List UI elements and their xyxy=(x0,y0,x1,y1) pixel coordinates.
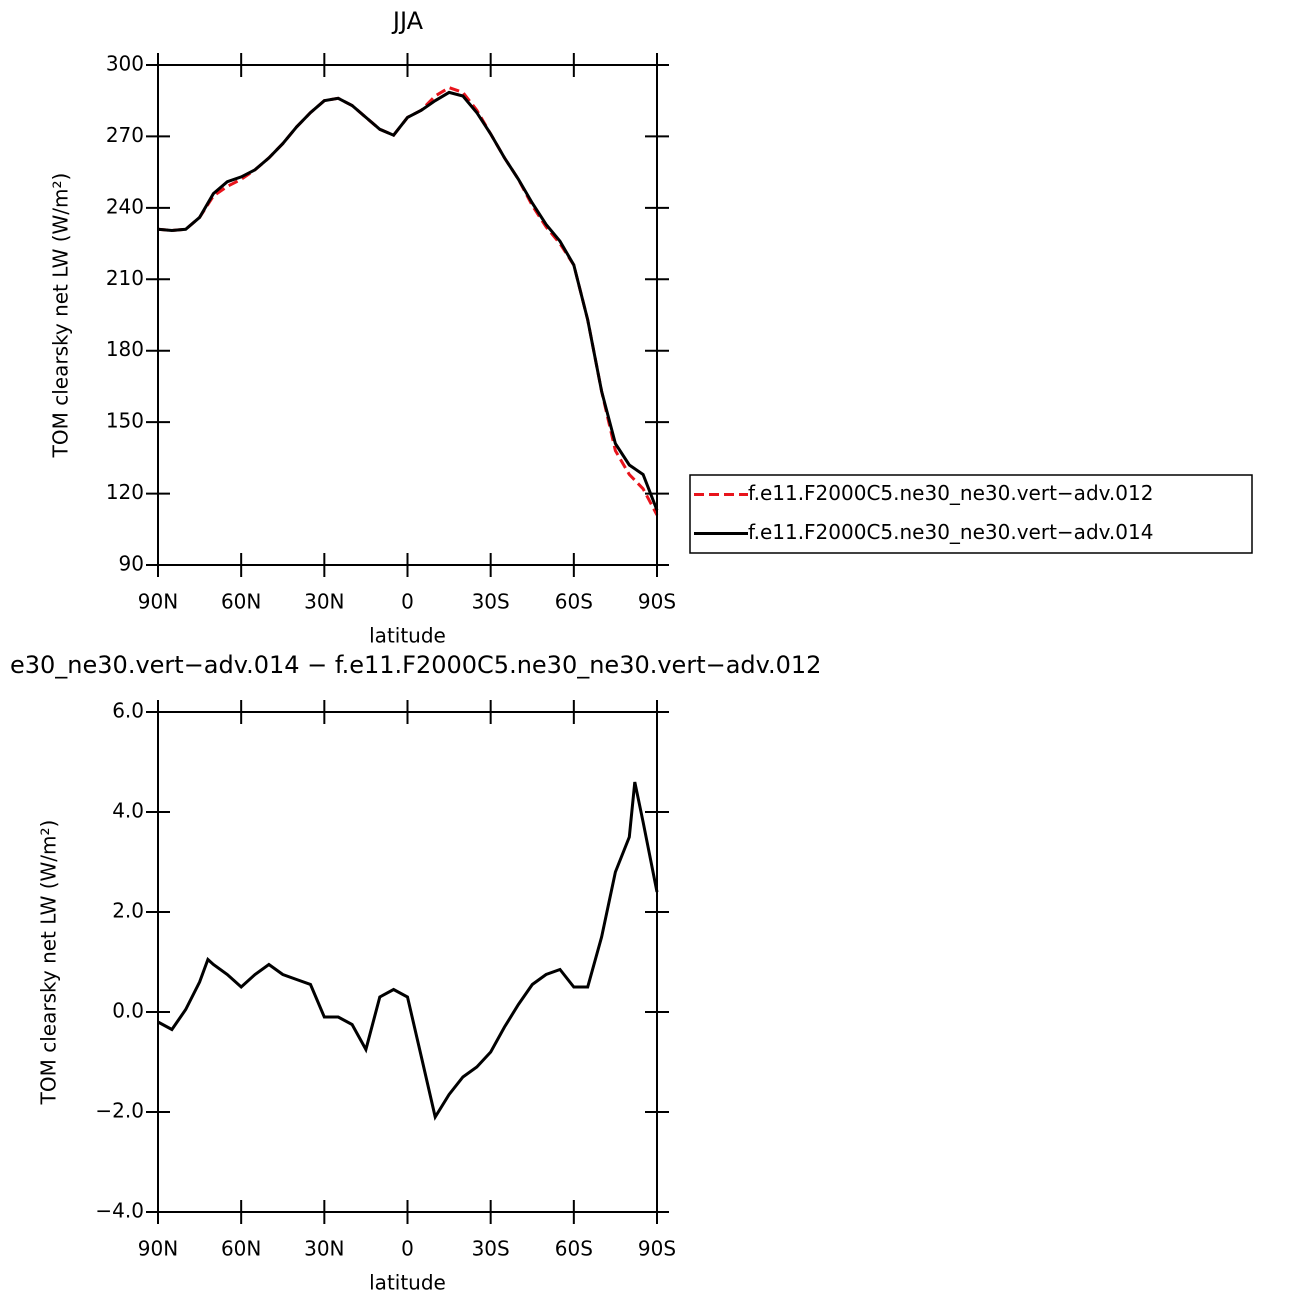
y-tick-label: 6.0 xyxy=(112,699,144,723)
x-tick-label: 60S xyxy=(555,1237,593,1261)
x-axis-label: latitude xyxy=(369,1271,446,1295)
x-tick-label: 60S xyxy=(555,590,593,614)
x-tick-label: 90S xyxy=(638,1237,676,1261)
x-axis-label: latitude xyxy=(369,624,446,648)
x-tick-label: 0 xyxy=(401,1237,414,1261)
y-tick-label: 240 xyxy=(106,194,144,218)
x-tick-label: 60N xyxy=(221,590,261,614)
y-tick-label: 90 xyxy=(119,552,144,576)
legend-box xyxy=(689,474,1253,554)
x-tick-label: 30N xyxy=(304,590,344,614)
legend-label: f.e11.F2000C5.ne30_ne30.vert−adv.014 xyxy=(748,520,1153,544)
x-tick-label: 0 xyxy=(401,590,414,614)
y-tick-label: −2.0 xyxy=(95,1099,144,1123)
y-tick-label: 2.0 xyxy=(112,899,144,923)
data-line xyxy=(157,90,659,511)
y-tick-label: 4.0 xyxy=(112,799,144,823)
y-tick-label: 270 xyxy=(106,123,144,147)
x-tick-label: 30S xyxy=(472,1237,510,1261)
chart-title: e30_ne30.vert−adv.014 − f.e11.F2000C5.ne… xyxy=(10,651,821,679)
y-axis-label: TOM clearsky net LW (W/m²) xyxy=(49,173,73,459)
y-tick-label: 0.0 xyxy=(112,999,144,1023)
y-tick-label: 150 xyxy=(106,409,144,433)
y-tick-label: −4.0 xyxy=(95,1199,144,1223)
x-tick-label: 60N xyxy=(221,1237,261,1261)
data-line xyxy=(157,781,659,1121)
x-tick-label: 30N xyxy=(304,1237,344,1261)
y-axis-label: TOM clearsky net LW (W/m²) xyxy=(37,820,61,1106)
y-tick-label: 120 xyxy=(106,480,144,504)
y-tick-label: 210 xyxy=(106,266,144,290)
x-tick-label: 90N xyxy=(138,590,178,614)
x-tick-label: 90S xyxy=(638,590,676,614)
legend-label: f.e11.F2000C5.ne30_ne30.vert−adv.012 xyxy=(748,481,1153,505)
x-tick-label: 90N xyxy=(138,1237,178,1261)
y-tick-label: 300 xyxy=(106,52,144,76)
x-tick-label: 30S xyxy=(472,590,510,614)
plot-frame xyxy=(157,64,658,566)
chart-title: JJA xyxy=(391,7,424,35)
plot-frame xyxy=(157,711,658,1213)
y-tick-label: 180 xyxy=(106,337,144,361)
